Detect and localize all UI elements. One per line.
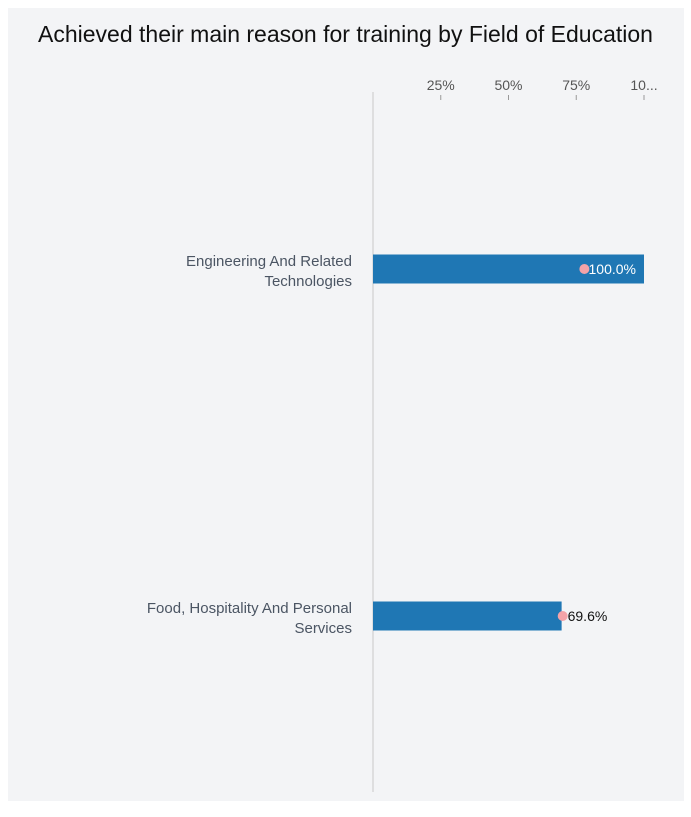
value-label: 100.0% bbox=[589, 261, 636, 277]
value-label: 69.6% bbox=[568, 608, 608, 624]
category-label: Engineering And Related Technologies bbox=[186, 253, 352, 290]
category-label: Food, Hospitality And Personal Services bbox=[147, 600, 352, 637]
chart-title: Achieved their main reason for training … bbox=[0, 0, 691, 50]
x-tick-label: 75% bbox=[562, 77, 590, 93]
x-tick-label: 50% bbox=[494, 77, 522, 93]
chart-title-text: Achieved their main reason for training … bbox=[38, 21, 653, 47]
marker-dot bbox=[579, 264, 590, 274]
chart-panel bbox=[8, 8, 684, 801]
x-tick-label: 25% bbox=[427, 77, 455, 93]
bar bbox=[373, 254, 644, 284]
marker-dot bbox=[557, 611, 568, 621]
bar bbox=[373, 601, 562, 631]
x-tick-label: 10... bbox=[630, 77, 657, 93]
